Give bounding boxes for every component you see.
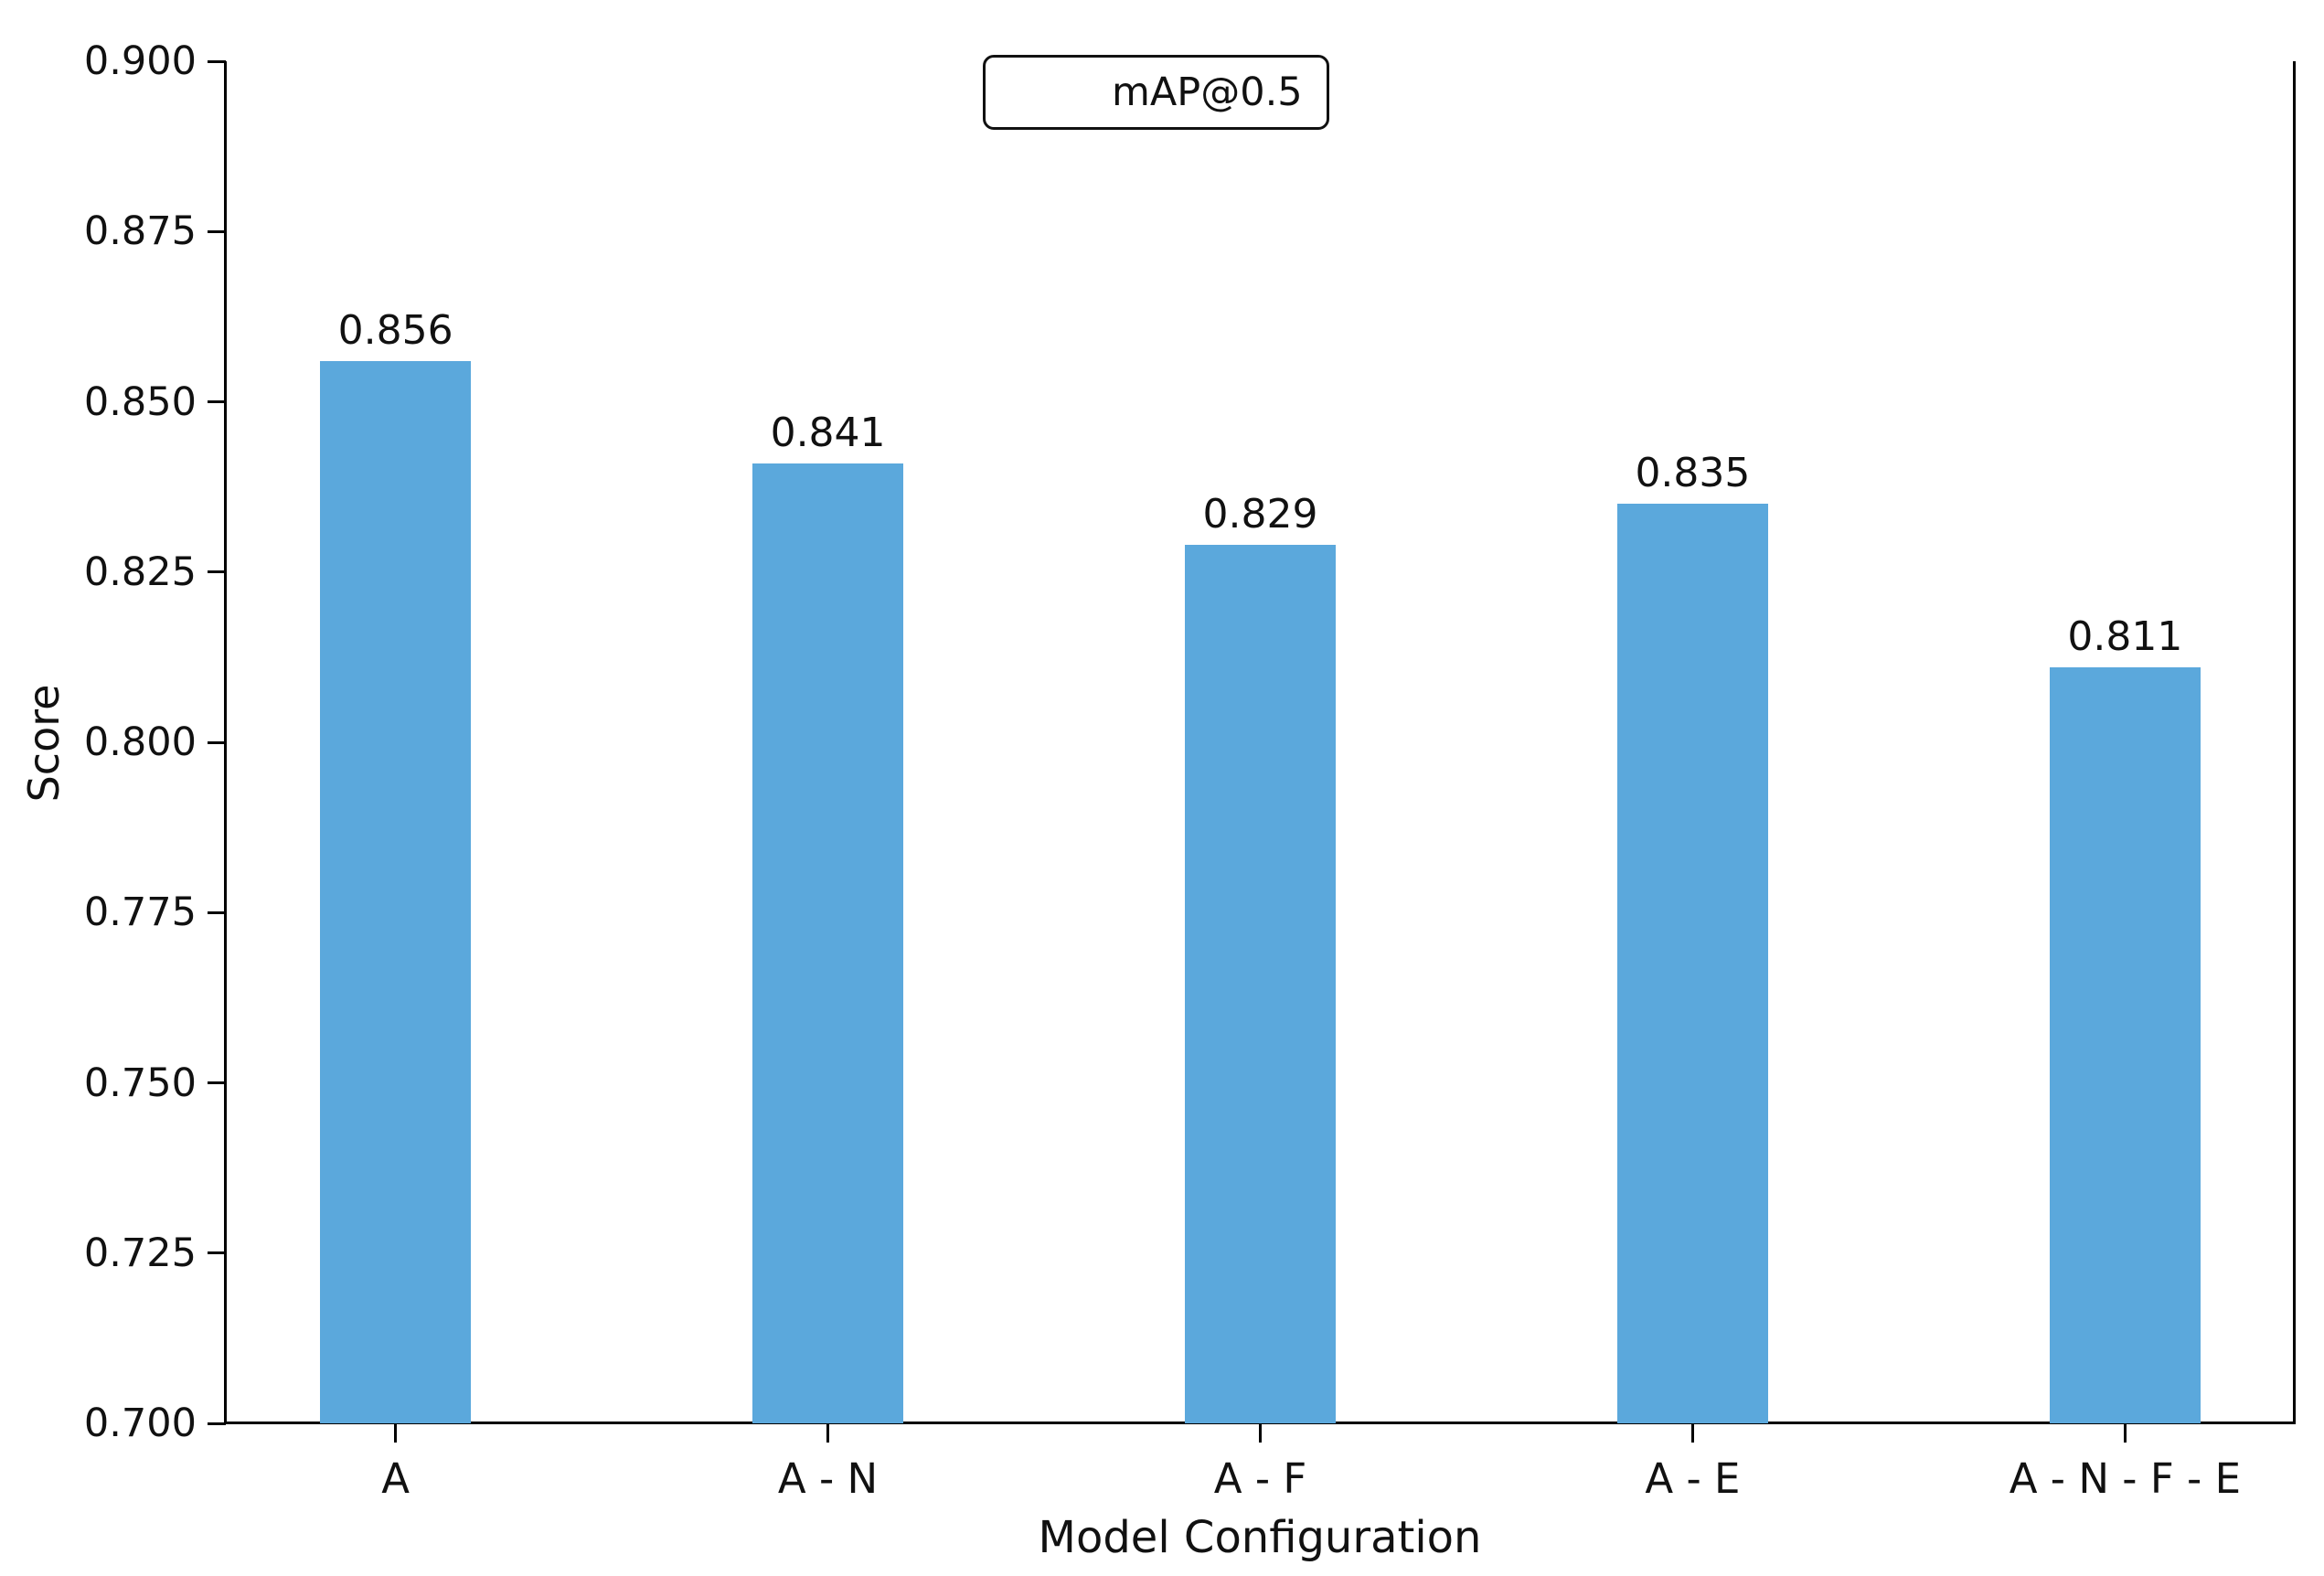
bar-value-label: 0.829 [1202,490,1318,538]
y-tick-mark [208,1081,226,1084]
y-tick-mark [208,1251,226,1255]
y-tick-label: 0.750 [83,1060,197,1106]
x-tick-label: A [381,1454,410,1503]
y-tick-mark [208,1422,226,1425]
bar [2049,667,2201,1423]
bar [1184,544,1337,1423]
y-axis-right-spine [2293,61,2296,1424]
y-tick-label: 0.775 [83,889,197,936]
x-tick-mark [2123,1424,2127,1443]
x-tick-label: A - N [777,1454,879,1503]
y-tick-label: 0.850 [83,378,197,425]
bar-value-label: 0.841 [770,409,886,456]
x-tick-label: A - F [1213,1454,1307,1503]
y-axis-label: Score [19,684,69,803]
x-tick-label: A - N - F - E [2009,1454,2242,1503]
y-tick-mark [208,570,226,574]
x-tick-mark [826,1424,830,1443]
bar [752,463,904,1423]
y-tick-label: 0.875 [83,208,197,255]
y-tick-label: 0.700 [83,1400,197,1446]
bar [1616,504,1769,1423]
x-tick-mark [1259,1424,1262,1443]
legend-color-swatch [1000,77,1088,108]
y-tick-label: 0.725 [83,1230,197,1276]
bar-value-label: 0.811 [2067,613,2183,661]
y-tick-mark [208,400,226,403]
x-tick-mark [1690,1424,1694,1443]
y-tick-mark [208,229,226,233]
legend: mAP@0.5 [983,55,1329,130]
y-tick-mark [208,910,226,914]
y-tick-mark [208,740,226,744]
x-tick-label: A - E [1645,1454,1741,1503]
y-tick-mark [208,59,226,63]
bar [319,360,472,1423]
bar-value-label: 0.835 [1635,450,1751,497]
y-tick-label: 0.825 [83,548,197,595]
x-axis-label: Model Configuration [1038,1512,1482,1563]
legend-series-label: mAP@0.5 [1112,69,1303,115]
x-tick-mark [394,1424,398,1443]
y-tick-label: 0.900 [83,38,197,84]
bar-value-label: 0.856 [337,306,453,354]
y-tick-label: 0.800 [83,719,197,765]
